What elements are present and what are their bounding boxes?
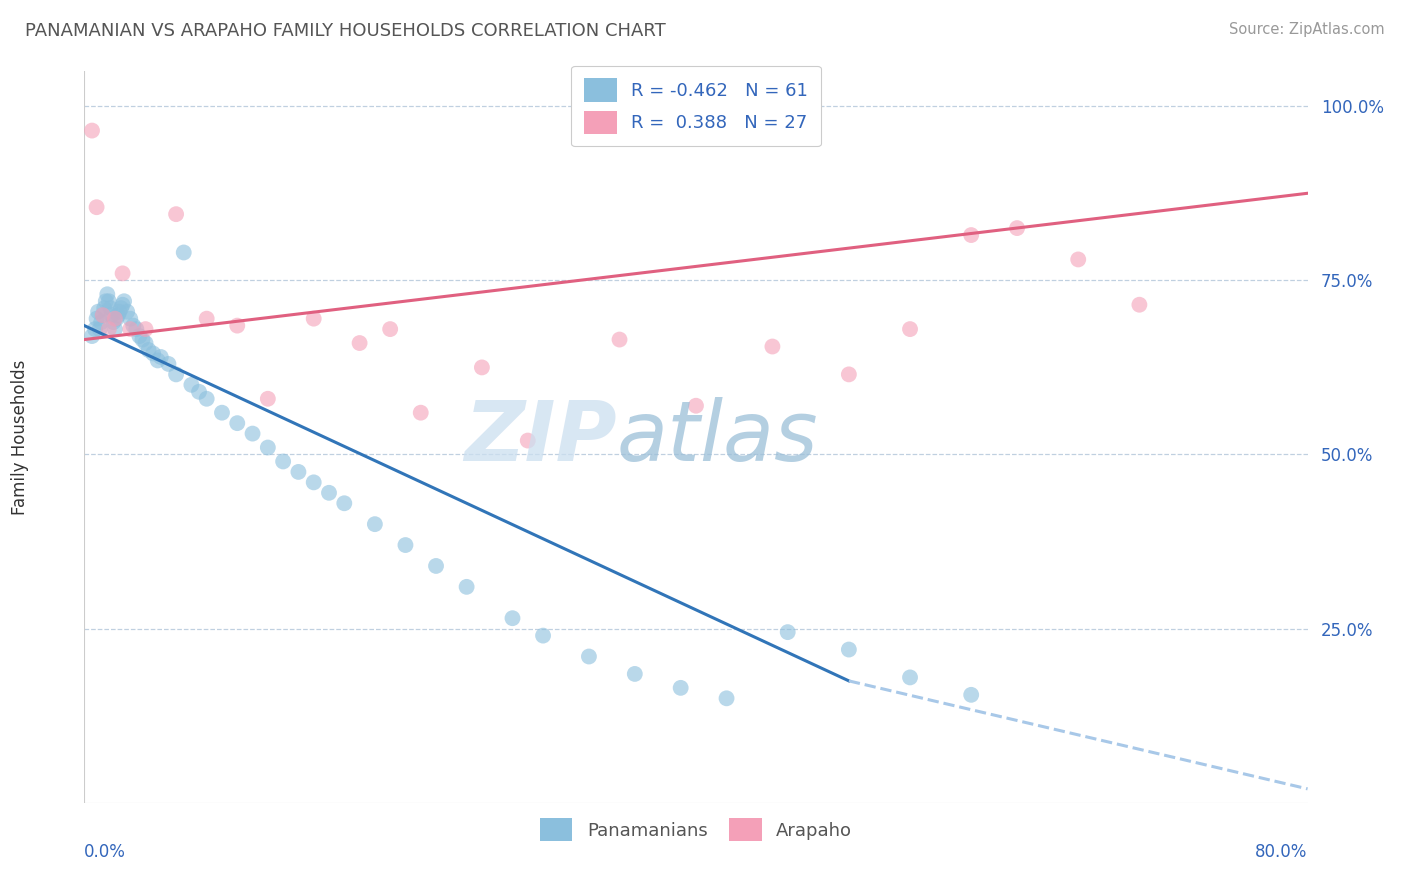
Point bbox=[456, 580, 478, 594]
Point bbox=[838, 368, 860, 382]
Point bbox=[211, 406, 233, 420]
Point bbox=[226, 416, 249, 430]
Point bbox=[101, 308, 124, 322]
Point bbox=[226, 318, 249, 333]
Point bbox=[271, 454, 294, 468]
Point bbox=[173, 245, 195, 260]
Point bbox=[138, 343, 160, 357]
Point bbox=[93, 301, 115, 316]
Point bbox=[108, 304, 131, 318]
Point bbox=[97, 294, 120, 309]
Point bbox=[716, 691, 738, 706]
Point bbox=[91, 308, 114, 322]
Point bbox=[1128, 298, 1150, 312]
Point bbox=[90, 315, 112, 329]
Point bbox=[302, 311, 325, 326]
Point bbox=[898, 670, 921, 684]
Point bbox=[1067, 252, 1090, 267]
Point bbox=[1005, 221, 1028, 235]
Point bbox=[669, 681, 692, 695]
Point bbox=[242, 426, 264, 441]
Point bbox=[103, 315, 125, 329]
Point bbox=[333, 496, 356, 510]
Point bbox=[87, 304, 110, 318]
Point bbox=[112, 294, 135, 309]
Point bbox=[89, 322, 111, 336]
Point bbox=[838, 642, 860, 657]
Point bbox=[146, 353, 169, 368]
Point bbox=[165, 207, 187, 221]
Point bbox=[122, 318, 145, 333]
Point bbox=[84, 322, 107, 336]
Point bbox=[98, 301, 121, 316]
Point bbox=[115, 304, 138, 318]
Point bbox=[86, 200, 108, 214]
Text: ZIP: ZIP bbox=[464, 397, 616, 477]
Point bbox=[80, 123, 103, 137]
Point bbox=[318, 485, 340, 500]
Point bbox=[111, 298, 134, 312]
Point bbox=[149, 350, 172, 364]
Point bbox=[120, 322, 142, 336]
Point bbox=[91, 308, 114, 322]
Point bbox=[157, 357, 180, 371]
Point bbox=[104, 322, 127, 336]
Point bbox=[125, 322, 148, 336]
Text: PANAMANIAN VS ARAPAHO FAMILY HOUSEHOLDS CORRELATION CHART: PANAMANIAN VS ARAPAHO FAMILY HOUSEHOLDS … bbox=[25, 22, 666, 40]
Text: 80.0%: 80.0% bbox=[1256, 843, 1308, 861]
Point bbox=[302, 475, 325, 490]
Point bbox=[364, 517, 387, 532]
Point bbox=[685, 399, 707, 413]
Point bbox=[135, 336, 157, 351]
Point bbox=[131, 333, 153, 347]
Point bbox=[195, 311, 218, 326]
Point bbox=[195, 392, 218, 406]
Point bbox=[609, 333, 631, 347]
Point bbox=[578, 649, 600, 664]
Point bbox=[120, 311, 142, 326]
Point bbox=[107, 308, 129, 322]
Point bbox=[142, 346, 165, 360]
Point bbox=[761, 339, 783, 353]
Point bbox=[104, 311, 127, 326]
Point bbox=[86, 311, 108, 326]
Point bbox=[394, 538, 416, 552]
Point bbox=[776, 625, 799, 640]
Point bbox=[111, 266, 134, 280]
Point bbox=[257, 392, 280, 406]
Point bbox=[409, 406, 432, 420]
Legend: Panamanians, Arapaho: Panamanians, Arapaho bbox=[533, 811, 859, 848]
Point bbox=[135, 322, 157, 336]
Text: 0.0%: 0.0% bbox=[84, 843, 127, 861]
Point bbox=[349, 336, 371, 351]
Text: Family Households: Family Households bbox=[11, 359, 30, 515]
Text: atlas: atlas bbox=[616, 397, 818, 477]
Point bbox=[188, 384, 211, 399]
Point bbox=[624, 667, 647, 681]
Point bbox=[898, 322, 921, 336]
Point bbox=[287, 465, 309, 479]
Point bbox=[105, 311, 128, 326]
Text: Source: ZipAtlas.com: Source: ZipAtlas.com bbox=[1229, 22, 1385, 37]
Point bbox=[97, 322, 120, 336]
Point bbox=[94, 294, 117, 309]
Point bbox=[471, 360, 494, 375]
Point bbox=[425, 558, 447, 573]
Point bbox=[516, 434, 538, 448]
Point bbox=[80, 329, 103, 343]
Point bbox=[502, 611, 524, 625]
Point bbox=[380, 322, 402, 336]
Point bbox=[531, 629, 554, 643]
Point bbox=[180, 377, 202, 392]
Point bbox=[110, 301, 132, 316]
Point bbox=[165, 368, 187, 382]
Point bbox=[960, 228, 983, 243]
Point bbox=[960, 688, 983, 702]
Point bbox=[128, 329, 150, 343]
Point bbox=[96, 287, 118, 301]
Point bbox=[257, 441, 280, 455]
